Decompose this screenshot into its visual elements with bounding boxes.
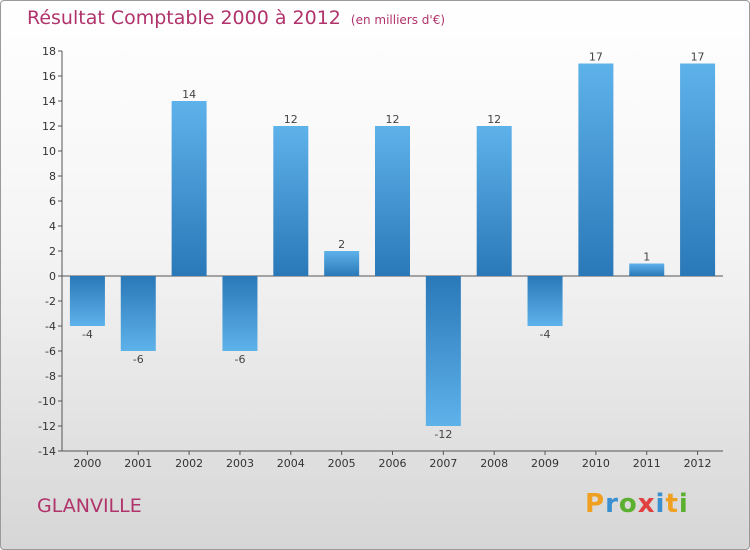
unit-label: (en milliers d'€) bbox=[350, 13, 446, 27]
y-tick-label: 6 bbox=[49, 195, 56, 208]
x-tick-label: 2006 bbox=[379, 457, 407, 470]
data-label: 14 bbox=[182, 88, 196, 101]
bar bbox=[375, 126, 410, 276]
data-label: -4 bbox=[82, 328, 93, 341]
x-tick-label: 2004 bbox=[277, 457, 305, 470]
y-tick-label: 12 bbox=[42, 120, 56, 133]
bar bbox=[578, 63, 614, 276]
y-tick-label: 14 bbox=[42, 95, 56, 108]
bar bbox=[171, 101, 207, 276]
chart-title: Résultat Comptable 2000 à 2012 (en millie… bbox=[27, 7, 445, 29]
y-tick-label: 2 bbox=[49, 245, 56, 258]
data-label: -4 bbox=[540, 328, 551, 341]
town-name: GLANVILLE bbox=[37, 495, 142, 517]
x-tick-label: 2002 bbox=[175, 457, 203, 470]
y-tick-label: -14 bbox=[38, 445, 56, 458]
data-label: 12 bbox=[386, 113, 400, 126]
y-tick-label: -6 bbox=[45, 345, 56, 358]
proxiti-logo: Proxiti bbox=[585, 489, 689, 519]
data-label: 1 bbox=[643, 251, 650, 264]
logo-letter: i bbox=[655, 489, 666, 519]
bar bbox=[476, 126, 512, 276]
x-tick-label: 2009 bbox=[531, 457, 559, 470]
y-tick-label: 16 bbox=[42, 70, 56, 83]
bar bbox=[69, 276, 105, 326]
y-tick-label: -8 bbox=[45, 370, 56, 383]
bar bbox=[629, 263, 665, 276]
bar bbox=[324, 251, 360, 276]
data-label: -6 bbox=[234, 353, 245, 366]
x-tick-label: 2007 bbox=[429, 457, 457, 470]
data-label: 2 bbox=[338, 238, 345, 251]
labels: -4 2000 -6 2001 14 2002 -6 2003 12 2004 2 2005 12 200… bbox=[73, 51, 711, 471]
y-tick-label: -12 bbox=[38, 420, 56, 433]
data-label: 12 bbox=[487, 113, 501, 126]
y-tick-label: 8 bbox=[49, 170, 56, 183]
y-tick-label: -10 bbox=[38, 395, 56, 408]
bar bbox=[273, 126, 309, 276]
bar bbox=[425, 276, 461, 426]
data-label: 12 bbox=[284, 113, 298, 126]
x-tick-label: 2010 bbox=[582, 457, 610, 470]
y-tick-label: 18 bbox=[42, 45, 56, 58]
x-tick-label: 2012 bbox=[684, 457, 712, 470]
x-tick-label: 2000 bbox=[73, 457, 101, 470]
y-tick-label: 4 bbox=[49, 220, 56, 233]
data-label: 17 bbox=[691, 51, 705, 64]
y-tick-label: 10 bbox=[42, 145, 56, 158]
logo-letter: x bbox=[637, 489, 656, 519]
data-label: -6 bbox=[133, 353, 144, 366]
bar bbox=[222, 276, 258, 351]
title-text: Résultat Comptable 2000 à 2012 bbox=[27, 7, 341, 29]
data-label: 17 bbox=[589, 51, 603, 64]
bar bbox=[120, 276, 156, 351]
x-tick-label: 2001 bbox=[124, 457, 152, 470]
bar bbox=[527, 276, 563, 326]
logo-letter: t bbox=[665, 489, 679, 519]
y-tick-label: 0 bbox=[49, 270, 56, 283]
y-tick-label: -4 bbox=[45, 320, 56, 333]
x-tick-label: 2008 bbox=[480, 457, 508, 470]
y-tick-label: -2 bbox=[45, 295, 56, 308]
bars bbox=[69, 63, 716, 426]
logo-letter: r bbox=[605, 489, 619, 519]
x-tick-label: 2003 bbox=[226, 457, 254, 470]
logo-letter: o bbox=[618, 489, 638, 519]
x-tick-label: 2011 bbox=[633, 457, 661, 470]
logo-letter: i bbox=[678, 489, 689, 519]
logo-letter: P bbox=[585, 489, 606, 519]
bar bbox=[680, 63, 716, 276]
x-tick-label: 2005 bbox=[328, 457, 356, 470]
data-label: -12 bbox=[434, 428, 452, 441]
